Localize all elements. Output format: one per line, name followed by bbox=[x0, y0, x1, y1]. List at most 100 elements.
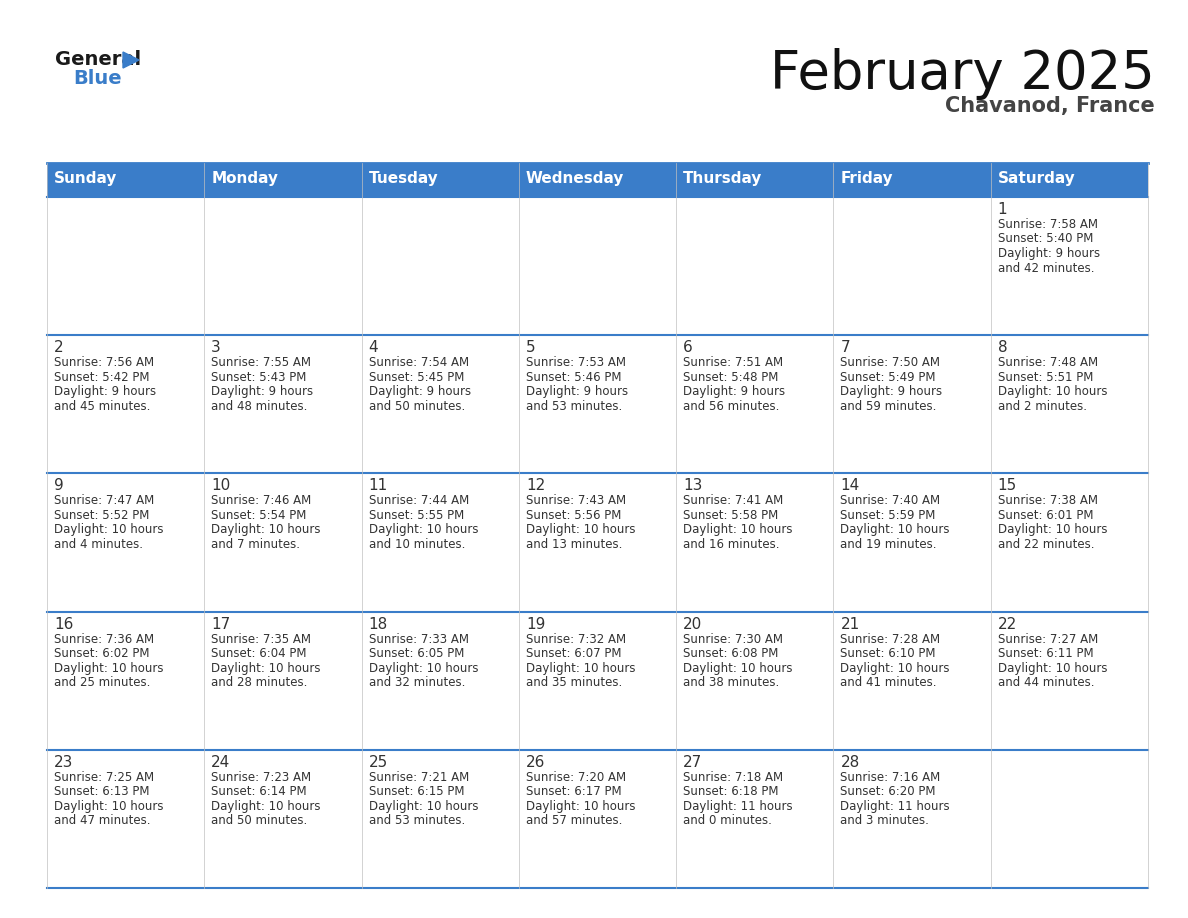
Bar bbox=[991, 750, 1148, 888]
Text: and 35 minutes.: and 35 minutes. bbox=[526, 676, 623, 689]
Text: and 57 minutes.: and 57 minutes. bbox=[526, 814, 623, 827]
Bar bbox=[519, 474, 676, 611]
Bar bbox=[991, 197, 1148, 335]
Text: Sunset: 6:17 PM: Sunset: 6:17 PM bbox=[526, 785, 621, 799]
Text: and 2 minutes.: and 2 minutes. bbox=[998, 399, 1087, 413]
Bar bbox=[991, 335, 1148, 474]
Bar bbox=[519, 611, 676, 750]
Text: 18: 18 bbox=[368, 617, 387, 632]
Text: Sunset: 5:59 PM: Sunset: 5:59 PM bbox=[840, 509, 936, 522]
Text: and 10 minutes.: and 10 minutes. bbox=[368, 538, 465, 551]
Text: Sunrise: 7:50 AM: Sunrise: 7:50 AM bbox=[840, 356, 941, 369]
Text: Sunset: 5:45 PM: Sunset: 5:45 PM bbox=[368, 371, 465, 384]
Text: Sunrise: 7:51 AM: Sunrise: 7:51 AM bbox=[683, 356, 783, 369]
Text: Friday: Friday bbox=[840, 172, 893, 186]
Bar bbox=[834, 611, 991, 750]
Text: Sunrise: 7:54 AM: Sunrise: 7:54 AM bbox=[368, 356, 469, 369]
Text: 19: 19 bbox=[526, 617, 545, 632]
Text: Sunset: 5:48 PM: Sunset: 5:48 PM bbox=[683, 371, 778, 384]
Text: 14: 14 bbox=[840, 478, 860, 493]
Text: Monday: Monday bbox=[211, 172, 278, 186]
Text: Sunrise: 7:43 AM: Sunrise: 7:43 AM bbox=[526, 495, 626, 508]
Text: Sunrise: 7:48 AM: Sunrise: 7:48 AM bbox=[998, 356, 1098, 369]
Bar bbox=[676, 474, 834, 611]
Text: and 56 minutes.: and 56 minutes. bbox=[683, 399, 779, 413]
Text: Daylight: 10 hours: Daylight: 10 hours bbox=[368, 523, 478, 536]
Text: Thursday: Thursday bbox=[683, 172, 763, 186]
Text: Daylight: 10 hours: Daylight: 10 hours bbox=[526, 662, 636, 675]
Text: and 19 minutes.: and 19 minutes. bbox=[840, 538, 937, 551]
Bar bbox=[204, 750, 361, 888]
Text: Sunset: 5:54 PM: Sunset: 5:54 PM bbox=[211, 509, 307, 522]
Text: 8: 8 bbox=[998, 341, 1007, 355]
Text: Sunrise: 7:23 AM: Sunrise: 7:23 AM bbox=[211, 771, 311, 784]
Text: and 4 minutes.: and 4 minutes. bbox=[53, 538, 143, 551]
Bar bbox=[834, 197, 991, 335]
Text: Daylight: 10 hours: Daylight: 10 hours bbox=[998, 662, 1107, 675]
Text: and 38 minutes.: and 38 minutes. bbox=[683, 676, 779, 689]
Bar bbox=[834, 474, 991, 611]
Text: Sunrise: 7:18 AM: Sunrise: 7:18 AM bbox=[683, 771, 783, 784]
Text: and 13 minutes.: and 13 minutes. bbox=[526, 538, 623, 551]
Text: and 47 minutes.: and 47 minutes. bbox=[53, 814, 151, 827]
Text: 15: 15 bbox=[998, 478, 1017, 493]
Text: Sunset: 6:02 PM: Sunset: 6:02 PM bbox=[53, 647, 150, 660]
Text: Daylight: 10 hours: Daylight: 10 hours bbox=[53, 800, 164, 812]
Text: and 32 minutes.: and 32 minutes. bbox=[368, 676, 465, 689]
Bar bbox=[834, 750, 991, 888]
Text: Sunrise: 7:55 AM: Sunrise: 7:55 AM bbox=[211, 356, 311, 369]
Text: Daylight: 10 hours: Daylight: 10 hours bbox=[840, 523, 950, 536]
Bar bbox=[519, 750, 676, 888]
Text: Daylight: 9 hours: Daylight: 9 hours bbox=[53, 386, 156, 398]
Text: Sunrise: 7:53 AM: Sunrise: 7:53 AM bbox=[526, 356, 626, 369]
Text: and 41 minutes.: and 41 minutes. bbox=[840, 676, 937, 689]
Bar bbox=[361, 750, 519, 888]
Text: Daylight: 10 hours: Daylight: 10 hours bbox=[53, 662, 164, 675]
Bar bbox=[204, 611, 361, 750]
Text: and 50 minutes.: and 50 minutes. bbox=[368, 399, 465, 413]
Text: Daylight: 10 hours: Daylight: 10 hours bbox=[526, 800, 636, 812]
Text: Sunset: 6:04 PM: Sunset: 6:04 PM bbox=[211, 647, 307, 660]
Text: Sunset: 5:43 PM: Sunset: 5:43 PM bbox=[211, 371, 307, 384]
Bar bbox=[519, 197, 676, 335]
Text: Sunset: 6:18 PM: Sunset: 6:18 PM bbox=[683, 785, 778, 799]
Text: Daylight: 10 hours: Daylight: 10 hours bbox=[998, 523, 1107, 536]
Text: Daylight: 10 hours: Daylight: 10 hours bbox=[53, 523, 164, 536]
Bar bbox=[676, 750, 834, 888]
Text: Daylight: 9 hours: Daylight: 9 hours bbox=[368, 386, 470, 398]
Bar bbox=[991, 611, 1148, 750]
Text: Sunset: 5:42 PM: Sunset: 5:42 PM bbox=[53, 371, 150, 384]
Bar bbox=[204, 163, 361, 197]
Text: Sunset: 5:52 PM: Sunset: 5:52 PM bbox=[53, 509, 150, 522]
Text: Daylight: 11 hours: Daylight: 11 hours bbox=[840, 800, 950, 812]
Bar bbox=[48, 335, 204, 474]
Text: Sunset: 5:58 PM: Sunset: 5:58 PM bbox=[683, 509, 778, 522]
Text: and 44 minutes.: and 44 minutes. bbox=[998, 676, 1094, 689]
Text: Daylight: 10 hours: Daylight: 10 hours bbox=[211, 662, 321, 675]
Text: 17: 17 bbox=[211, 617, 230, 632]
Text: Sunset: 5:46 PM: Sunset: 5:46 PM bbox=[526, 371, 621, 384]
Text: 12: 12 bbox=[526, 478, 545, 493]
Text: Daylight: 10 hours: Daylight: 10 hours bbox=[998, 386, 1107, 398]
Text: and 50 minutes.: and 50 minutes. bbox=[211, 814, 308, 827]
Text: Daylight: 9 hours: Daylight: 9 hours bbox=[526, 386, 628, 398]
Text: 23: 23 bbox=[53, 755, 74, 770]
Text: and 42 minutes.: and 42 minutes. bbox=[998, 262, 1094, 274]
Text: Sunrise: 7:20 AM: Sunrise: 7:20 AM bbox=[526, 771, 626, 784]
Bar bbox=[48, 611, 204, 750]
Bar bbox=[991, 163, 1148, 197]
Text: Sunset: 6:20 PM: Sunset: 6:20 PM bbox=[840, 785, 936, 799]
Text: Sunrise: 7:40 AM: Sunrise: 7:40 AM bbox=[840, 495, 941, 508]
Text: 21: 21 bbox=[840, 617, 860, 632]
Text: Sunrise: 7:25 AM: Sunrise: 7:25 AM bbox=[53, 771, 154, 784]
Text: Sunrise: 7:44 AM: Sunrise: 7:44 AM bbox=[368, 495, 469, 508]
Text: 26: 26 bbox=[526, 755, 545, 770]
Text: and 25 minutes.: and 25 minutes. bbox=[53, 676, 151, 689]
Text: Sunset: 6:11 PM: Sunset: 6:11 PM bbox=[998, 647, 1093, 660]
Bar bbox=[361, 335, 519, 474]
Text: Sunrise: 7:56 AM: Sunrise: 7:56 AM bbox=[53, 356, 154, 369]
Bar bbox=[834, 163, 991, 197]
Text: Sunset: 6:10 PM: Sunset: 6:10 PM bbox=[840, 647, 936, 660]
Text: Sunrise: 7:32 AM: Sunrise: 7:32 AM bbox=[526, 633, 626, 645]
Text: and 53 minutes.: and 53 minutes. bbox=[368, 814, 465, 827]
